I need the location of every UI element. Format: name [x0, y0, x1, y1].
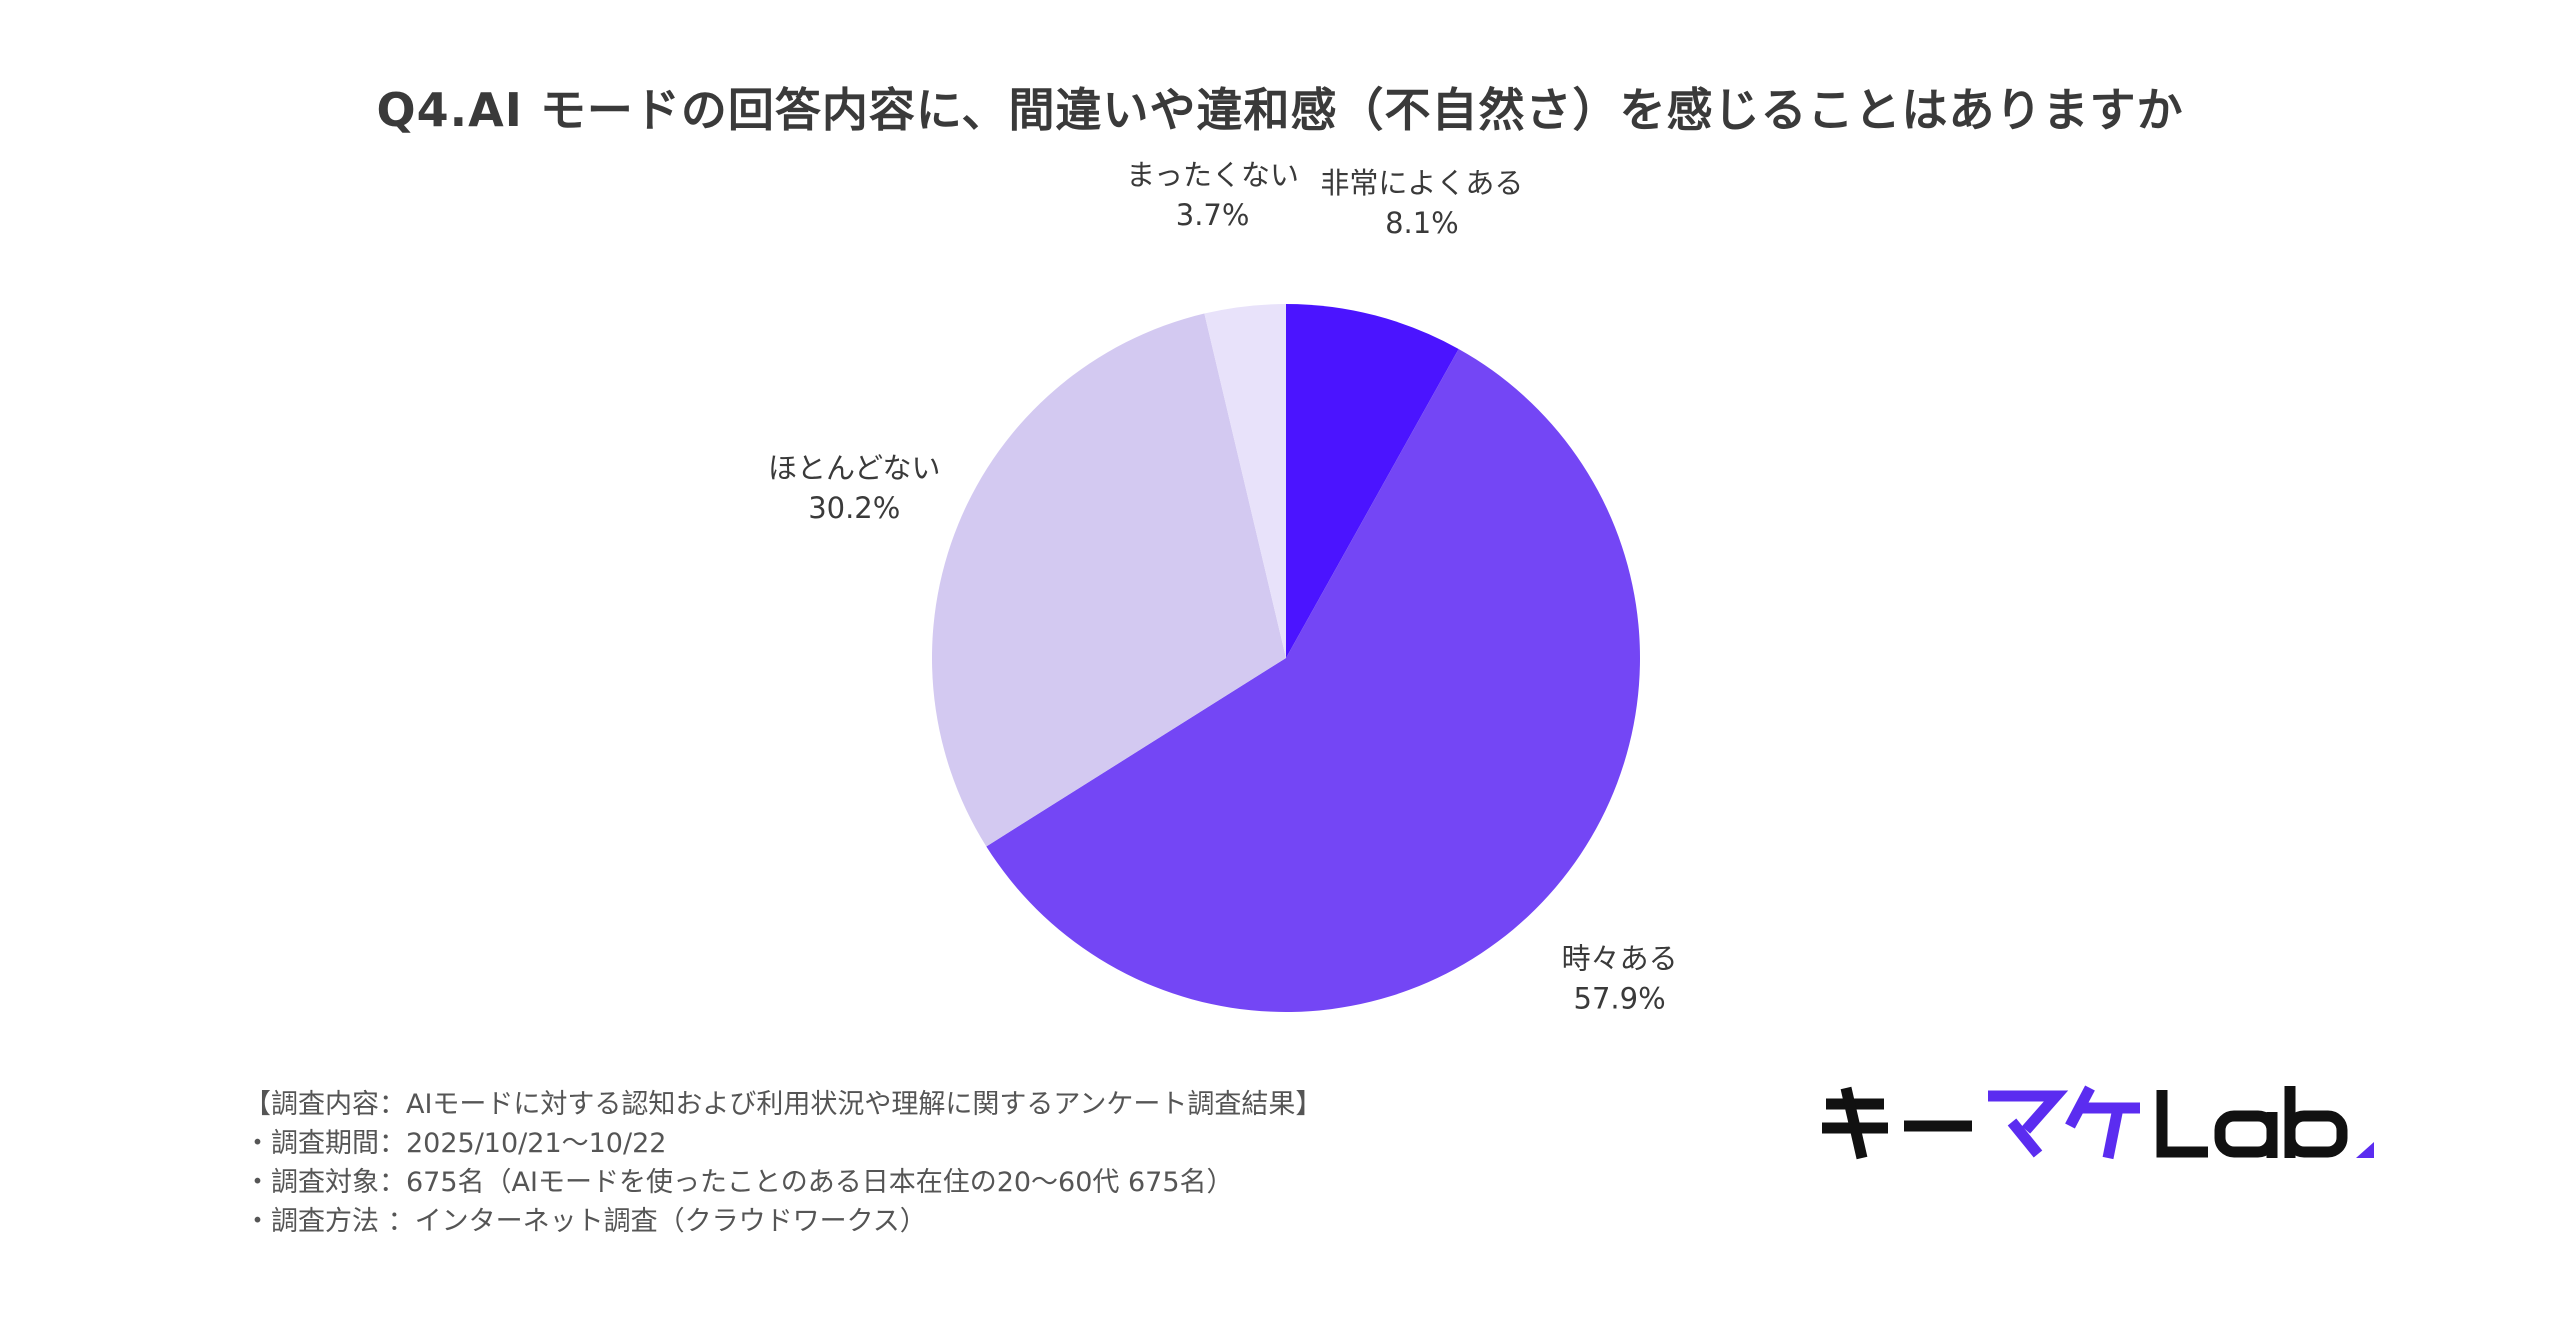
brand-logo	[1822, 1085, 2374, 1160]
pie-labels: 非常によくある 8.1% 時々ある 57.9% ほとんどない 30.2% まったくない 3.7…	[768, 158, 1678, 1016]
slice-category-label: まったくない	[1126, 158, 1299, 192]
pie-slice-2	[986, 348, 1640, 1012]
slice-value-label: 30.2%	[808, 491, 900, 525]
slice-value-label: 57.9%	[1574, 982, 1666, 1016]
slice-label-4: まったくない 3.7%	[1126, 158, 1299, 232]
slice-label-3: ほとんどない 30.2%	[768, 451, 941, 525]
slice-label-1: 非常によくある 8.1%	[1320, 166, 1523, 240]
slice-value-label: 3.7%	[1176, 198, 1250, 232]
slice-category-label: 非常によくある	[1320, 166, 1523, 200]
footnote-survey-method: ・調査方法 ：インターネット調査（クラウドワークス）	[244, 1206, 927, 1237]
slice-category-label: 時々ある	[1562, 942, 1678, 976]
footnote-survey-target: ・調査対象：675名（AIモードを使ったことのある日本在住の20〜60代 675…	[244, 1167, 1234, 1198]
chart-title: Q4.AI モードの回答内容に、間違いや違和感（不自然さ）を感じることはあります…	[376, 83, 2184, 137]
survey-footnotes: 【調査内容：AIモードに対する認知および利用状況や理解に関するアンケート調査結果…	[244, 1085, 1322, 1241]
pie-slices	[931, 304, 1640, 1012]
pie-slice-4	[1204, 304, 1286, 658]
pie-slice-1	[1286, 304, 1459, 658]
slice-label-2: 時々ある 57.9%	[1562, 942, 1678, 1016]
footnote-survey-content: 【調査内容：AIモードに対する認知および利用状況や理解に関するアンケート調査結果…	[244, 1089, 1323, 1120]
pie-slice-3	[931, 313, 1286, 847]
footnote-survey-period: ・調査期間：2025/10/21〜10/22	[244, 1128, 667, 1159]
slice-value-label: 8.1%	[1385, 206, 1459, 240]
slice-category-label: ほとんどない	[768, 451, 941, 485]
